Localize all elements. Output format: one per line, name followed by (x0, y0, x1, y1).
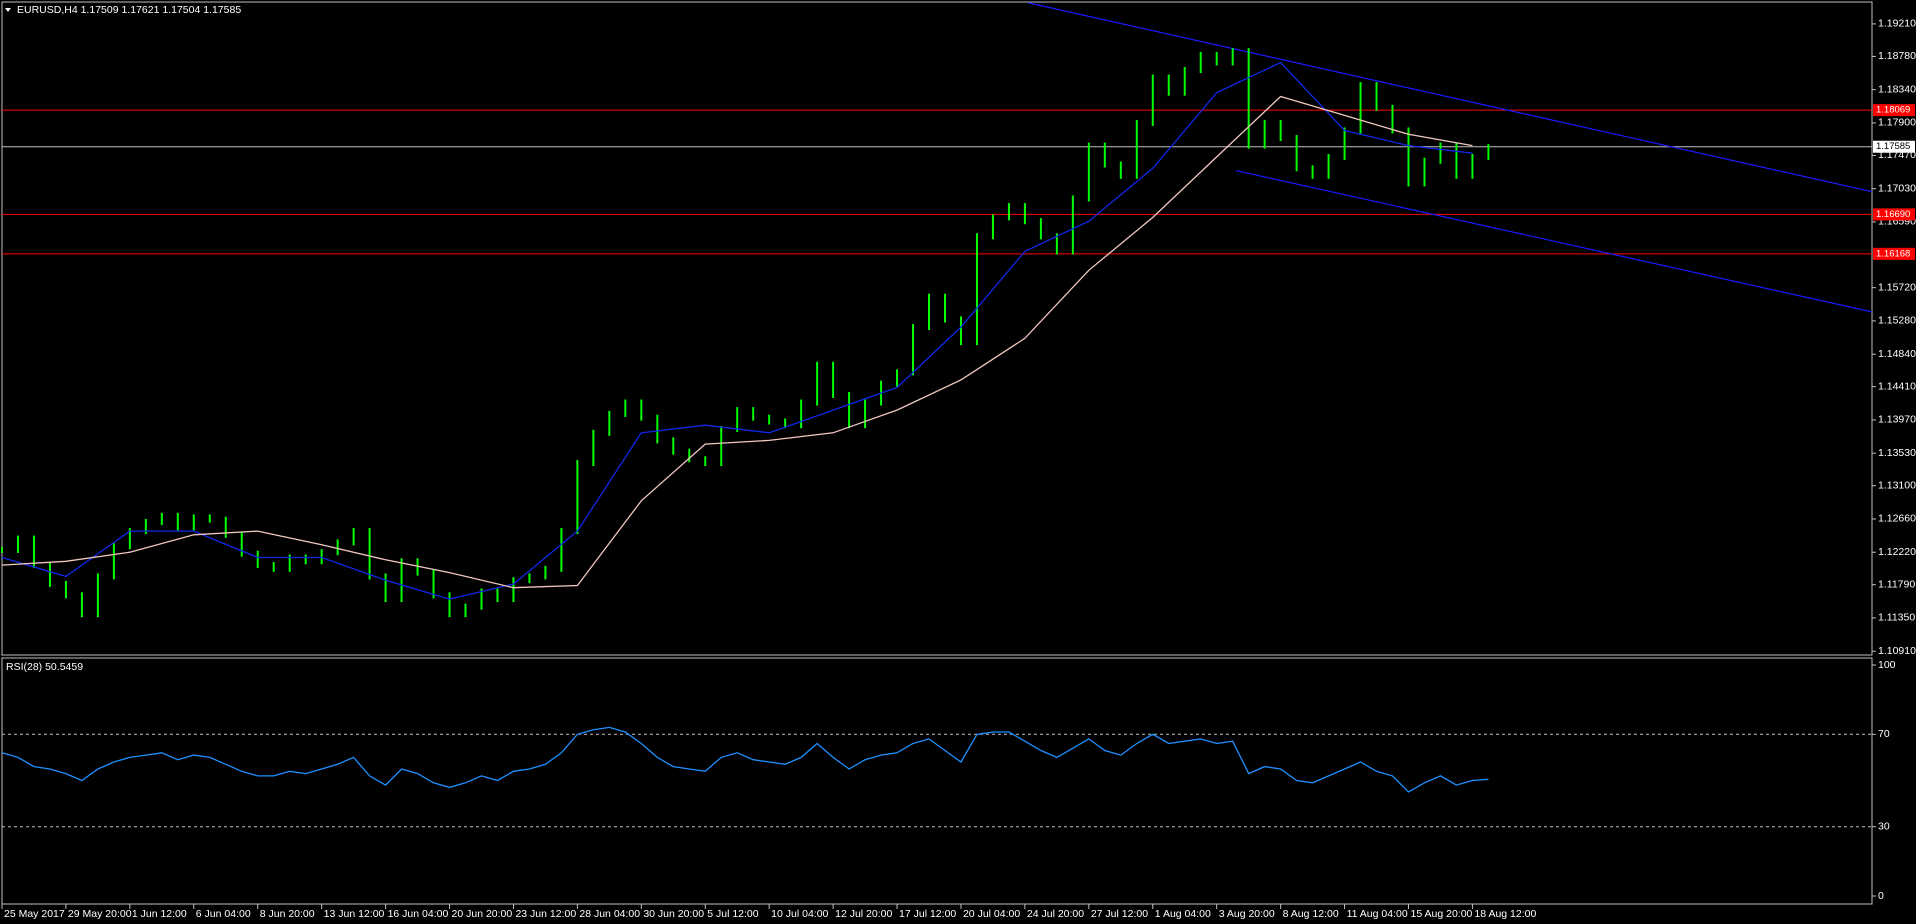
y-tick-label: 1.12220 (1878, 546, 1916, 558)
x-tick-label: 20 Jun 20:00 (452, 908, 513, 920)
y-tick-label: 70 (1878, 728, 1890, 740)
x-tick-label: 3 Aug 20:00 (1219, 908, 1275, 920)
price-tag-label: 1.16690 (1876, 209, 1910, 220)
x-tick-label: 15 Aug 20:00 (1410, 908, 1472, 920)
price-tag (1873, 140, 1915, 153)
y-tick-label: 1.15720 (1878, 281, 1916, 293)
y-tick-label: 30 (1878, 820, 1890, 832)
x-tick-label: 1 Aug 04:00 (1155, 908, 1211, 920)
y-tick-label: 1.18340 (1878, 83, 1916, 95)
price-tag-label: 1.16168 (1876, 248, 1910, 259)
y-tick-label: 1.10910 (1878, 645, 1916, 657)
x-tick-label: 27 Jul 12:00 (1091, 908, 1148, 920)
y-tick-label: 1.12660 (1878, 513, 1916, 525)
x-tick-label: 10 Jul 04:00 (771, 908, 828, 920)
y-tick-label: 1.17900 (1878, 117, 1916, 129)
series-line (1, 61, 1473, 600)
price-tag-label: 1.18069 (1876, 105, 1910, 116)
y-tick-label: 1.17030 (1878, 182, 1916, 194)
x-tick-label: 29 May 20:00 (68, 908, 132, 920)
rsi-frame (1, 657, 1873, 905)
y-tick-label: 1.14840 (1878, 348, 1916, 360)
trend-line (1235, 169, 1873, 313)
price-tag-label: 1.17585 (1876, 141, 1910, 152)
rsi-title: RSI(28) 50.5459 (6, 661, 83, 673)
y-tick-label: 1.15280 (1878, 315, 1916, 327)
y-tick-label: 1.13100 (1878, 479, 1916, 491)
y-tick-label: 1.11350 (1878, 612, 1915, 624)
x-tick-label: 8 Aug 12:00 (1283, 908, 1339, 920)
y-tick-label: 1.14410 (1878, 380, 1916, 392)
price-tag (1873, 247, 1915, 260)
x-tick-label: 20 Jul 04:00 (963, 908, 1020, 920)
x-tick-label: 1 Jun 12:00 (132, 908, 187, 920)
x-tick-label: 17 Jul 12:00 (899, 908, 956, 920)
x-tick-label: 25 May 2017 (4, 908, 65, 920)
x-tick-label: 6 Jun 04:00 (196, 908, 251, 920)
x-tick-label: 11 Aug 04:00 (1347, 908, 1408, 920)
series-line (1, 726, 1489, 793)
menu-arrow[interactable] (5, 8, 11, 12)
x-tick-label: 23 Jun 12:00 (515, 908, 576, 920)
series-line (1, 95, 1473, 589)
y-tick-label: 1.13970 (1878, 414, 1916, 426)
x-tick-label: 16 Jun 04:00 (388, 908, 449, 920)
y-tick-label: 1.18780 (1878, 50, 1916, 62)
x-tick-label: 13 Jun 12:00 (324, 908, 385, 920)
x-tick-label: 8 Jun 20:00 (260, 908, 315, 920)
main-frame (1, 1, 1873, 656)
x-tick-label: 12 Jul 20:00 (835, 908, 892, 920)
price-tag (1873, 208, 1915, 221)
price-tag (1873, 104, 1915, 117)
trend-line (1027, 2, 1873, 193)
x-tick-label: 30 Jun 20:00 (643, 908, 704, 920)
y-tick-label: 1.13530 (1878, 447, 1916, 459)
x-tick-label: 28 Jun 04:00 (579, 908, 640, 920)
x-tick-label: 24 Jul 20:00 (1027, 908, 1084, 920)
x-tick-label: 5 Jul 12:00 (707, 908, 759, 920)
x-tick-label: 18 Aug 12:00 (1474, 908, 1536, 920)
y-tick-label: 1.11790 (1878, 578, 1915, 590)
chart-title: EURUSD,H4 1.17509 1.17621 1.17504 1.1758… (17, 4, 241, 16)
y-tick-label: 1.19210 (1878, 18, 1916, 30)
y-tick-label: 100 (1878, 659, 1896, 671)
y-tick-label: 0 (1878, 890, 1884, 902)
